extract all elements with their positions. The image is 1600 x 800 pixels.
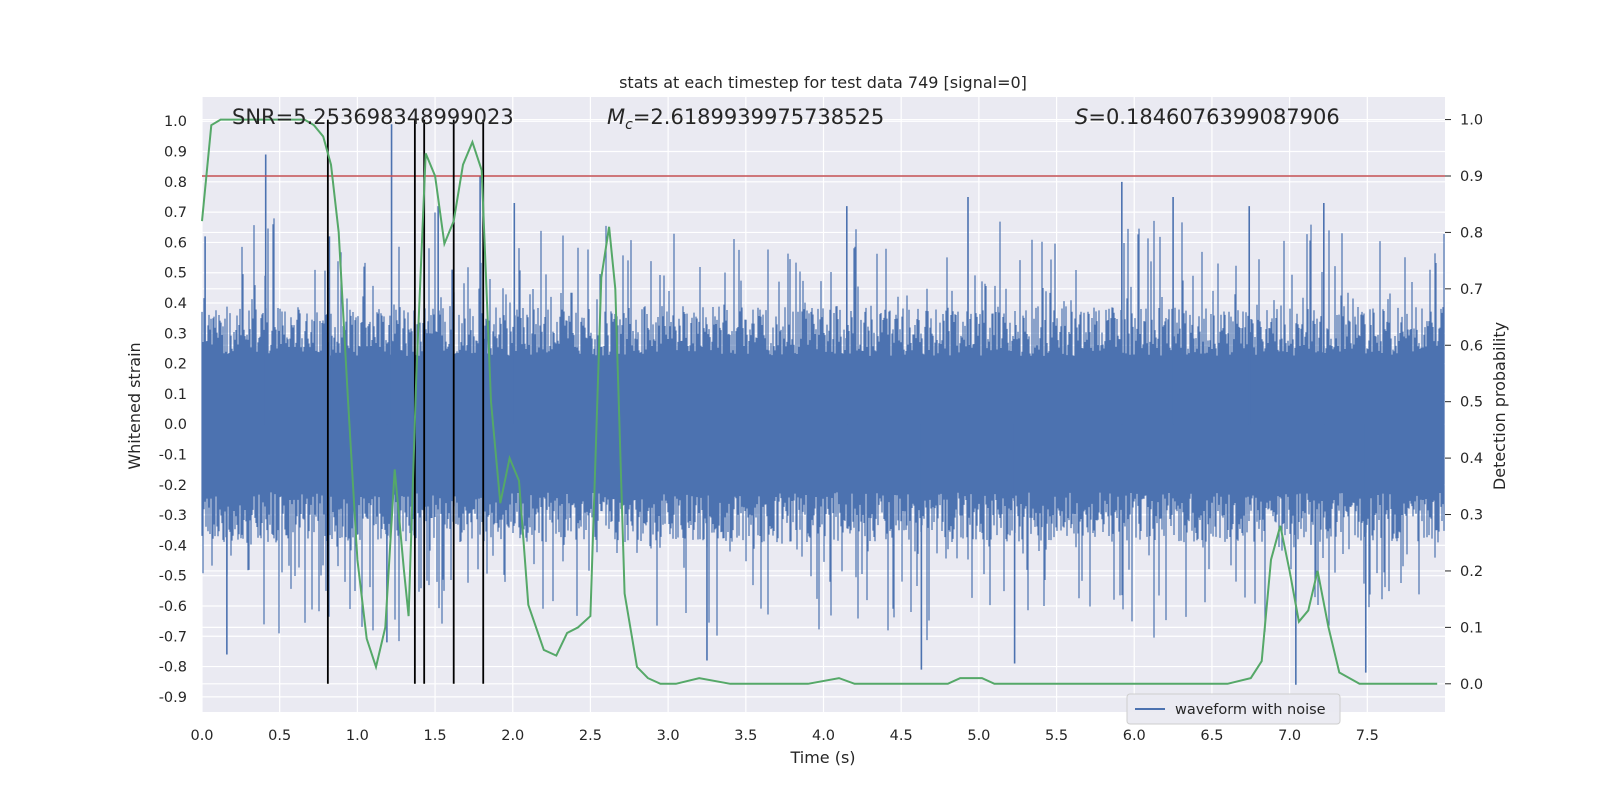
x-tick-label: 7.0 [1278, 728, 1301, 744]
right-y-axis-label: Detection probability [1490, 322, 1509, 490]
x-tick-label: 6.5 [1200, 728, 1223, 744]
s-annotation: S=0.1846076399087906 [1075, 105, 1340, 129]
left-y-tick-label: 0.1 [164, 387, 187, 403]
x-tick-label: 3.5 [734, 728, 757, 744]
left-y-tick-label: 0.8 [164, 175, 187, 191]
right-y-tick-label: 1.0 [1460, 113, 1483, 129]
left-y-tick-label: -0.9 [159, 690, 187, 706]
x-tick-label: 5.5 [1045, 728, 1068, 744]
left-y-tick-label: 0.2 [164, 357, 187, 373]
waveform-series [201, 124, 1445, 685]
left-y-axis-ticks: 1.0 0.9 0.8 0.7 0.6 0.5 0.4 0.3 0.2 0.1 0.0 -0.1 -0.… [159, 114, 187, 706]
right-y-tick-label: 0.9 [1460, 169, 1483, 185]
x-tick-label: 0.0 [190, 728, 213, 744]
x-tick-label: 2.5 [579, 728, 602, 744]
right-y-tick-label: 0.1 [1460, 620, 1483, 636]
x-tick-label: 1.5 [424, 728, 447, 744]
left-y-tick-label: 0.5 [164, 266, 187, 282]
legend: waveform with noise [1126, 693, 1341, 725]
right-y-tick-label: 0.3 [1460, 508, 1483, 524]
left-y-tick-label: -0.1 [159, 447, 187, 463]
left-y-tick-label: 1.0 [164, 114, 187, 130]
x-tick-label: 7.5 [1356, 728, 1379, 744]
left-y-axis-label: Whitened strain [125, 342, 144, 469]
left-y-tick-label: 0.6 [164, 235, 187, 251]
x-tick-label: 0.5 [268, 728, 291, 744]
x-axis-label: Time (s) [789, 748, 855, 767]
right-y-tick-label: 0.7 [1460, 282, 1483, 298]
s-value: =0.1846076399087906 [1088, 105, 1339, 129]
left-y-tick-label: -0.5 [159, 569, 187, 585]
left-y-tick-label: -0.6 [159, 599, 187, 615]
right-y-tick-label: 0.2 [1460, 564, 1483, 580]
chirp-mass-symbol: M [607, 105, 625, 129]
chirp-mass-annotation: Mc=2.6189939975738525 [607, 105, 884, 133]
left-y-tick-label: -0.3 [159, 508, 187, 524]
left-y-tick-label: 0.3 [164, 326, 187, 342]
legend-box [1126, 693, 1341, 725]
chart-title: stats at each timestep for test data 749… [619, 73, 1027, 92]
right-y-tick-label: 0.8 [1460, 225, 1483, 241]
legend-entry-waveform: waveform with noise [1175, 702, 1326, 718]
right-y-tick-label: 0.6 [1460, 338, 1483, 354]
probability-series [201, 118, 1438, 685]
left-y-tick-label: -0.8 [159, 660, 187, 676]
right-y-tick-label: 0.0 [1460, 677, 1483, 693]
right-y-tick-label: 0.4 [1460, 451, 1483, 467]
probability-line [201, 118, 1438, 685]
left-y-tick-label: 0.0 [164, 417, 187, 433]
x-tick-label: 6.0 [1123, 728, 1146, 744]
left-y-tick-label: -0.7 [159, 629, 187, 645]
x-tick-label: 3.0 [657, 728, 680, 744]
snr-annotation: SNR=5.253698348999023 [232, 105, 514, 129]
chirp-mass-subscript: c [625, 117, 633, 133]
x-tick-label: 5.0 [967, 728, 990, 744]
left-y-tick-label: 0.7 [164, 205, 187, 221]
chirp-mass-value: =2.6189939975738525 [633, 105, 884, 129]
right-y-axis-ticks: 1.0 0.9 0.8 0.7 0.6 0.5 0.4 0.3 0.2 0.1 0.0 [1445, 113, 1483, 693]
left-y-tick-label: 0.9 [164, 145, 187, 161]
left-y-tick-label: 0.4 [164, 296, 187, 312]
left-y-tick-label: -0.4 [159, 538, 187, 554]
right-y-tick-label: 0.5 [1460, 395, 1483, 411]
x-axis-ticks: 0.0 0.5 1.0 1.5 2.0 2.5 3.0 3.5 4.0 4.5 5.0 5.5 6.0 6… [190, 728, 1378, 744]
x-tick-label: 2.0 [501, 728, 524, 744]
x-tick-label: 4.0 [812, 728, 835, 744]
s-symbol: S [1075, 105, 1088, 129]
x-tick-label: 1.0 [346, 728, 369, 744]
left-y-tick-label: -0.2 [159, 478, 187, 494]
x-tick-label: 4.5 [890, 728, 913, 744]
